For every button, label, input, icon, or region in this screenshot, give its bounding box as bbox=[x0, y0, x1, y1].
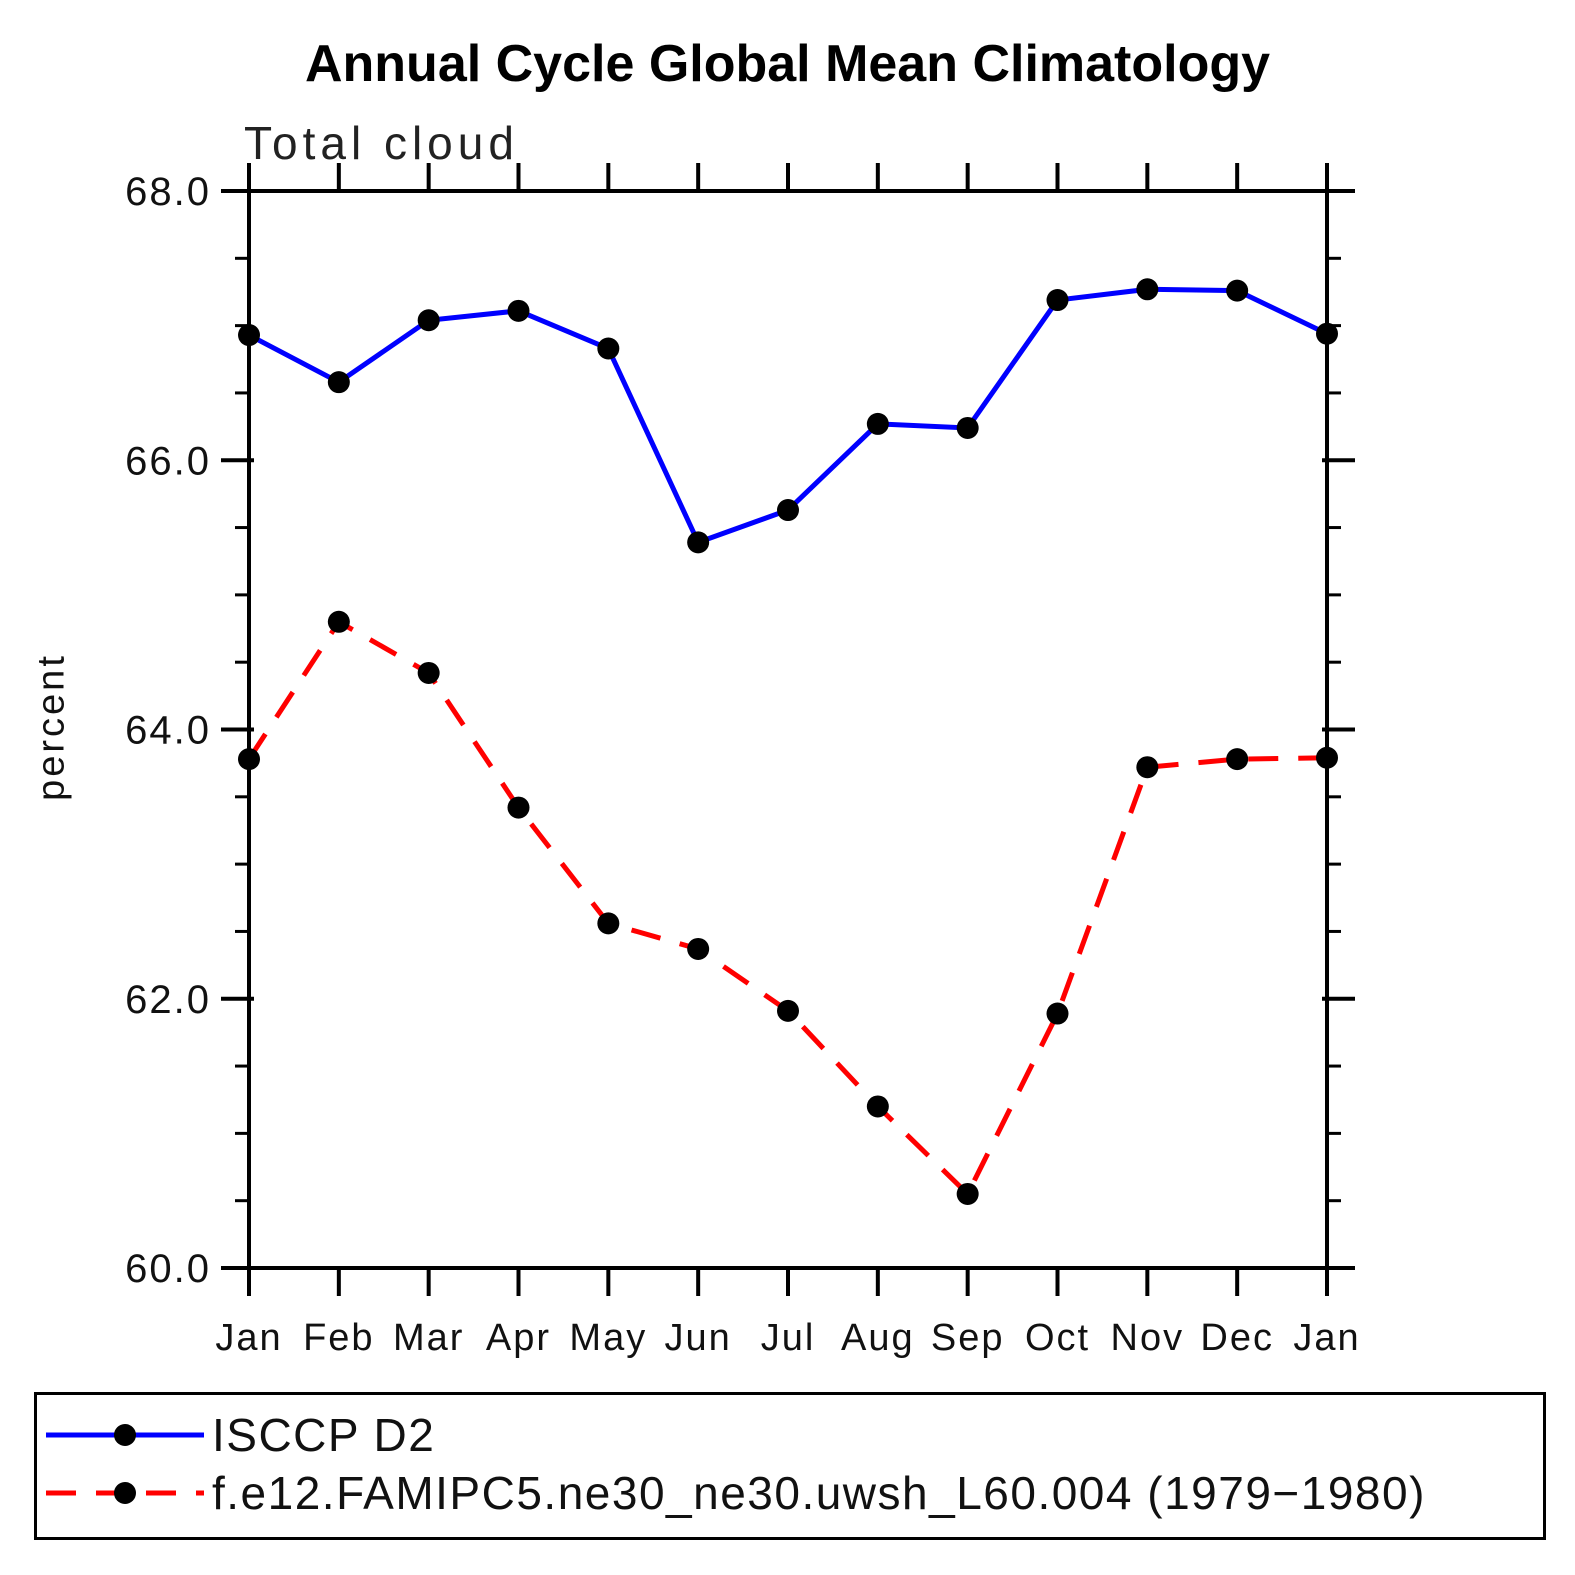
data-point-marker bbox=[777, 499, 799, 522]
data-point-marker bbox=[1226, 748, 1249, 771]
x-tick-label: Aug bbox=[841, 1317, 915, 1359]
x-tick-label: Feb bbox=[303, 1317, 374, 1359]
x-tick-label: Dec bbox=[1200, 1317, 1274, 1359]
y-tick-label: 68.0 bbox=[125, 170, 211, 214]
data-point-marker bbox=[1226, 279, 1249, 302]
chart-subtitle: Total cloud bbox=[244, 117, 519, 169]
y-tick-label: 64.0 bbox=[125, 709, 211, 753]
y-tick-label: 66.0 bbox=[125, 439, 211, 483]
y-tick-label: 62.0 bbox=[125, 978, 211, 1022]
legend-item-model: f.e12.FAMIPC5.ne30_ne30.uwsh_L60.004 (19… bbox=[42, 1464, 1426, 1522]
data-point-marker bbox=[238, 324, 260, 347]
x-tick-label: Jul bbox=[761, 1317, 816, 1359]
y-tick-label: 60.0 bbox=[125, 1247, 211, 1291]
data-point-marker bbox=[327, 610, 350, 633]
x-tick-label: Mar bbox=[393, 1317, 464, 1359]
x-tick-label: May bbox=[569, 1317, 647, 1359]
legend-line-sample-isccp bbox=[46, 1424, 204, 1446]
x-tick-label: Apr bbox=[486, 1317, 551, 1359]
legend-marker bbox=[114, 1424, 136, 1446]
legend-box: ISCCP D2 f.e12.FAMIPC5.ne30_ne30.uwsh_L6… bbox=[34, 1392, 1546, 1540]
data-point-marker bbox=[1136, 278, 1159, 301]
x-tick-label: Jan bbox=[1293, 1317, 1360, 1359]
data-point-marker bbox=[687, 937, 710, 960]
data-point-marker bbox=[1316, 322, 1338, 345]
x-tick-label: Jun bbox=[665, 1317, 732, 1359]
data-point-marker bbox=[507, 796, 530, 819]
data-point-marker bbox=[417, 309, 440, 332]
x-tick-label: Nov bbox=[1111, 1317, 1185, 1359]
data-point-marker bbox=[1046, 1002, 1069, 1025]
data-point-marker bbox=[777, 999, 799, 1022]
legend-item-isccp: ISCCP D2 bbox=[42, 1406, 435, 1464]
data-point-marker bbox=[327, 371, 350, 394]
data-point-marker bbox=[1136, 756, 1159, 779]
legend-label: f.e12.FAMIPC5.ne30_ne30.uwsh_L60.004 (19… bbox=[212, 1467, 1426, 1519]
data-point-marker bbox=[238, 748, 260, 771]
data-point-marker bbox=[866, 412, 889, 435]
data-point-marker bbox=[866, 1095, 889, 1118]
data-point-marker bbox=[597, 912, 620, 935]
data-point-marker bbox=[597, 337, 620, 360]
legend-line-sample-model bbox=[46, 1482, 204, 1504]
data-point-marker bbox=[956, 1182, 979, 1205]
data-point-marker bbox=[417, 661, 440, 684]
legend-label: ISCCP D2 bbox=[212, 1409, 436, 1461]
legend-marker bbox=[114, 1482, 136, 1504]
x-tick-label: Oct bbox=[1025, 1317, 1090, 1359]
series-line-1 bbox=[246, 618, 1328, 1199]
x-tick-label: Jan bbox=[215, 1317, 282, 1359]
data-point-marker bbox=[687, 531, 710, 554]
chart-title: Annual Cycle Global Mean Climatology bbox=[304, 35, 1271, 93]
data-point-marker bbox=[956, 416, 979, 439]
data-point-marker bbox=[1046, 289, 1069, 312]
x-tick-label: Sep bbox=[931, 1317, 1005, 1359]
data-point-marker bbox=[507, 299, 530, 322]
data-point-marker bbox=[1316, 746, 1338, 769]
